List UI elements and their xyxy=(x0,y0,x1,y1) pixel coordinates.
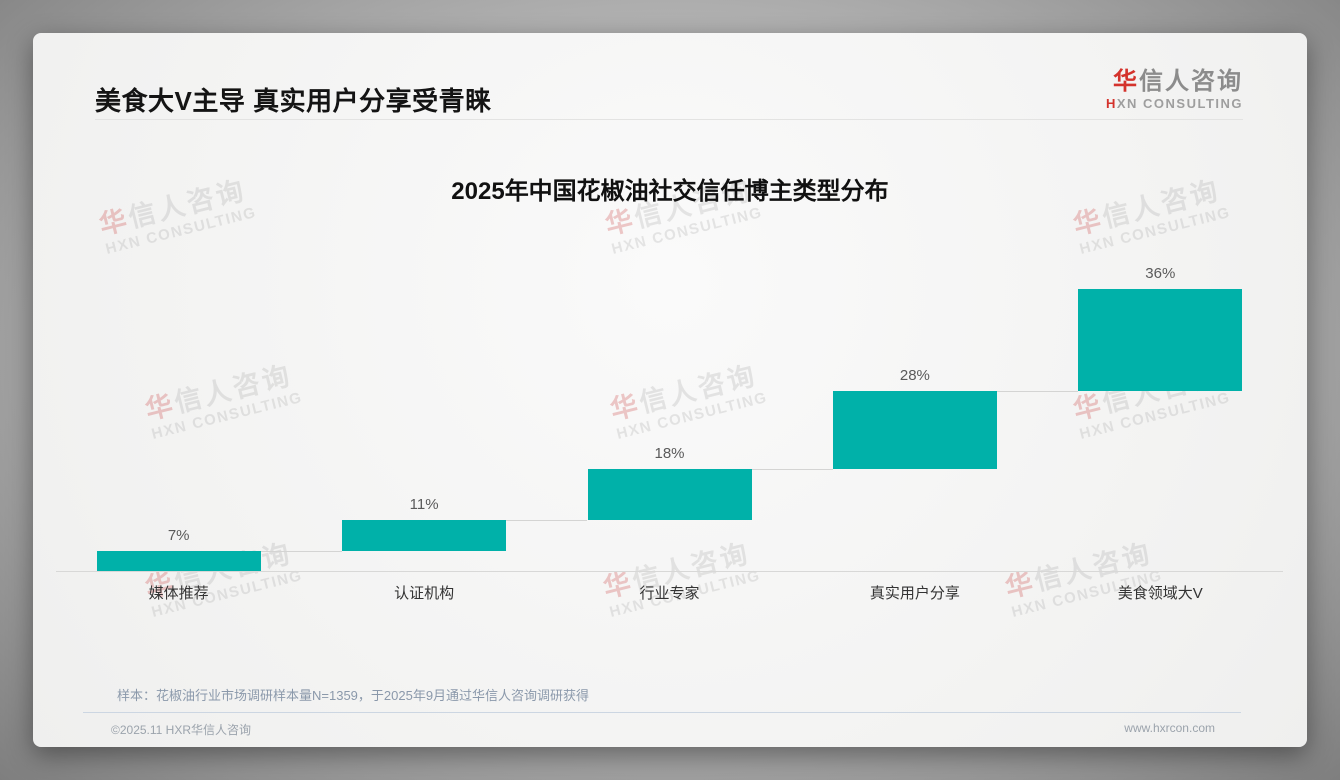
copyright-text: ©2025.11 HXR华信人咨询 xyxy=(111,723,251,737)
header-divider xyxy=(95,119,1243,120)
logo-cn-first-char: 华 xyxy=(1113,68,1139,95)
category-label: 行业专家 xyxy=(639,585,700,602)
chart-bar xyxy=(587,469,752,521)
bar-value-label: 18% xyxy=(654,445,685,463)
connector-line xyxy=(996,390,1079,392)
category-label: 媒体推荐 xyxy=(148,585,209,602)
chart-bar xyxy=(96,551,261,571)
category-label: 美食领域大V xyxy=(1117,585,1203,602)
report-card: 华信人咨询 HXN CONSULTING 华信人咨询 HXN CONSULTING 华信… xyxy=(33,33,1307,747)
category-label: 认证机构 xyxy=(394,585,455,602)
company-logo: 华信人咨询 HXN CONSULTING xyxy=(1106,68,1243,112)
logo-en-first-char: H xyxy=(1105,96,1117,112)
bar-value-label: 36% xyxy=(1145,265,1176,282)
connector-line xyxy=(751,469,833,471)
bar-value-label: 7% xyxy=(167,527,190,545)
chart-bar xyxy=(342,520,507,552)
logo-english-text: HXN CONSULTING xyxy=(1106,97,1243,111)
website-url: www.hxrcon.com xyxy=(1124,721,1215,735)
x-axis-line xyxy=(56,571,1283,572)
logo-chinese-text: 华信人咨询 xyxy=(1106,68,1243,95)
logo-en-rest: XN CONSULTING xyxy=(1116,96,1243,112)
footer-divider xyxy=(83,712,1241,713)
sample-note: 样本：花椒油行业市场调研样本量N=1359，于2025年9月通过华信人咨询调研获… xyxy=(117,688,590,703)
page-title: 美食大V主导 真实用户分享受青睐 xyxy=(95,86,492,116)
chart-bar xyxy=(832,390,997,470)
connector-line xyxy=(506,520,588,522)
waterfall-chart: 7% 媒体推荐 11% 认证机构 18% 行业专家 28% 真实用户分享 36% 美食领域大V xyxy=(56,233,1283,633)
chart-bar xyxy=(1078,289,1243,391)
bar-value-label: 28% xyxy=(899,366,930,384)
bar-value-label: 11% xyxy=(409,496,439,514)
category-label: 真实用户分享 xyxy=(869,585,960,602)
logo-cn-rest: 信人咨询 xyxy=(1139,68,1243,95)
chart-title: 2025年中国花椒油社交信任博主类型分布 xyxy=(451,178,889,205)
connector-line xyxy=(260,551,343,553)
